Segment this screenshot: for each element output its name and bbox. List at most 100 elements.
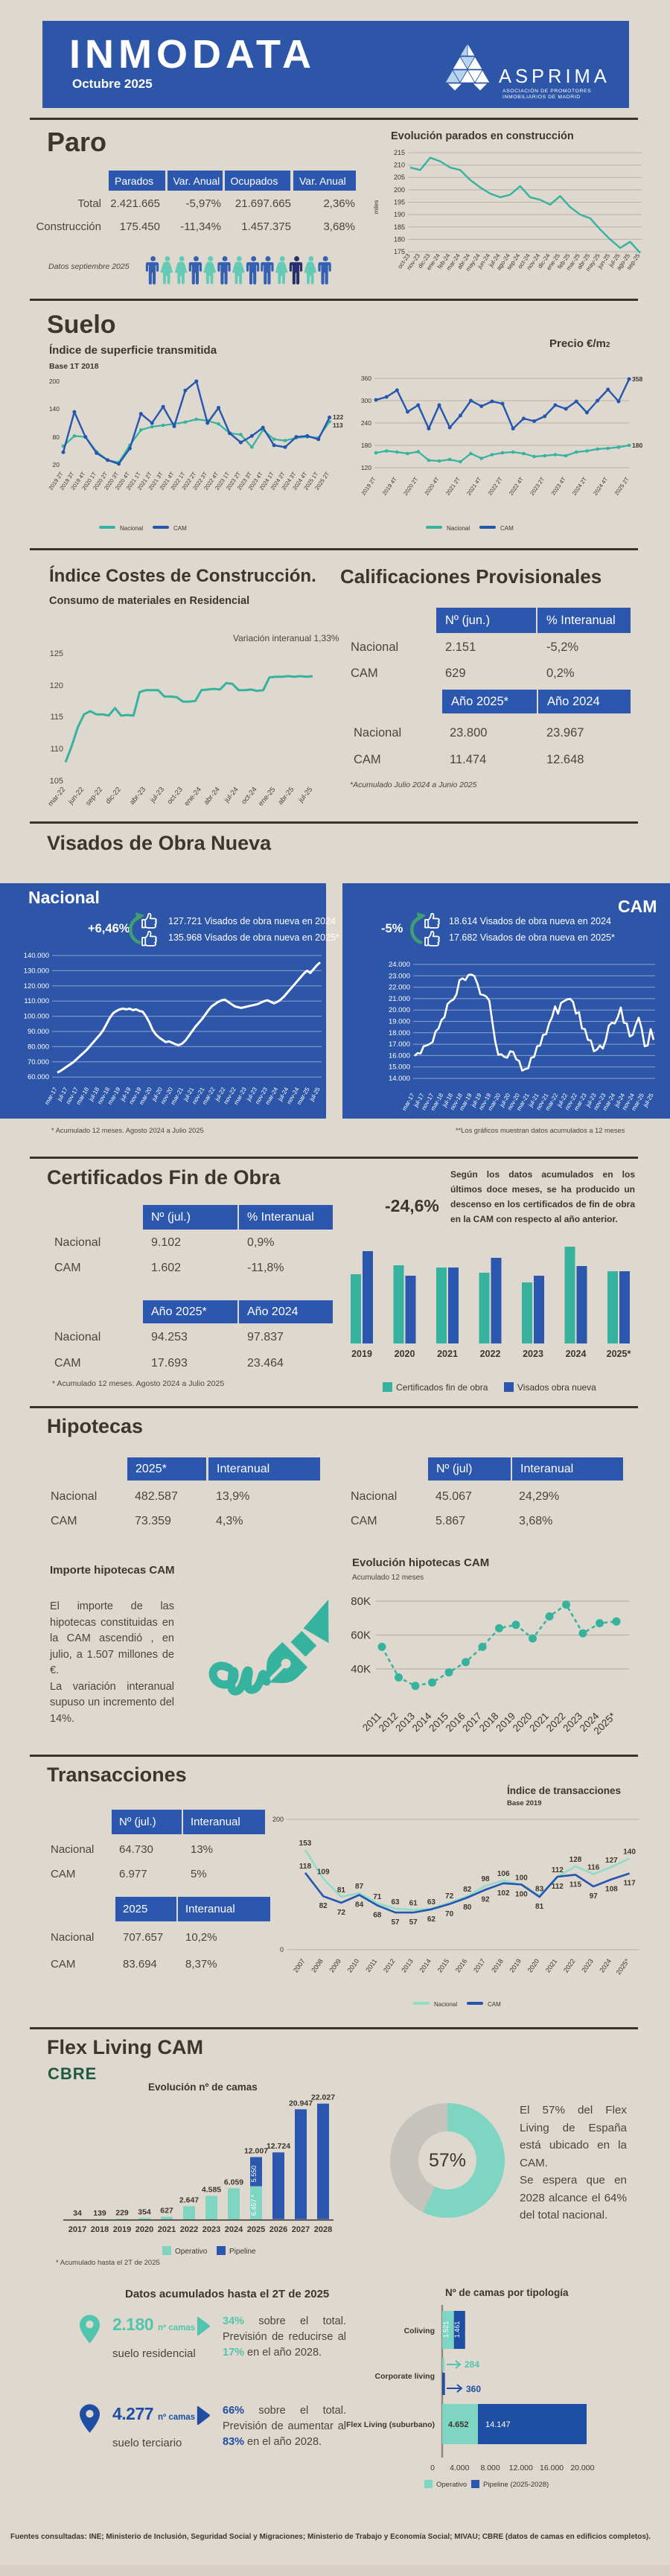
svg-text:2022: 2022 [180,2225,198,2234]
svg-text:15.000: 15.000 [389,1063,410,1072]
svg-text:84: 84 [355,1901,364,1909]
svg-text:80: 80 [463,1904,472,1912]
svg-text:140: 140 [623,1848,636,1857]
svg-text:112: 112 [552,1866,564,1874]
svg-text:229: 229 [115,2208,129,2217]
svg-text:57%: 57% [429,2150,466,2171]
svg-text:115: 115 [50,713,63,722]
svg-text:70: 70 [445,1910,454,1918]
svg-text:2024: 2024 [598,1957,613,1974]
svg-text:110: 110 [50,745,63,754]
svg-text:oct-24: oct-24 [240,786,258,806]
svg-text:240: 240 [361,419,371,427]
svg-text:2021: 2021 [437,1349,458,1359]
svg-text:2008: 2008 [310,1957,325,1974]
svg-text:360: 360 [361,375,371,382]
svg-text:2016: 2016 [454,1957,469,1974]
svg-text:jul-25: jul-25 [642,1092,655,1109]
svg-text:Corporate living: Corporate living [374,2372,435,2381]
svg-text:abr-25: abr-25 [276,786,296,807]
svg-text:Flex Living (suburbano): Flex Living (suburbano) [346,2420,435,2429]
svg-text:83: 83 [535,1885,544,1893]
svg-text:abr-23: abr-23 [128,786,147,807]
svg-text:jul-24: jul-24 [223,786,240,805]
svg-text:2021 4T: 2021 4T [465,476,482,497]
svg-text:116: 116 [587,1864,600,1872]
svg-text:105: 105 [50,777,63,786]
svg-text:2025 2T: 2025 2T [613,476,631,497]
svg-text:92: 92 [481,1896,490,1904]
svg-text:100: 100 [515,1874,528,1883]
svg-text:200: 200 [272,1816,284,1823]
svg-text:Visados obra nueva: Visados obra nueva [517,1382,596,1393]
svg-text:12.000: 12.000 [509,2464,533,2472]
svg-text:63: 63 [427,1898,436,1906]
svg-text:2013: 2013 [400,1957,415,1974]
svg-text:120.000: 120.000 [24,982,49,990]
svg-text:CAM: CAM [500,525,514,532]
svg-text:4.652: 4.652 [448,2420,469,2429]
svg-text:ene-24: ene-24 [182,786,202,808]
svg-text:60.000: 60.000 [28,1073,49,1081]
svg-text:2023 2T: 2023 2T [529,476,546,497]
svg-text:2025: 2025 [247,2225,265,2234]
svg-text:2010: 2010 [346,1957,361,1974]
svg-text:81: 81 [337,1886,346,1895]
svg-text:81: 81 [535,1903,544,1911]
svg-text:122: 122 [333,413,343,421]
svg-text:Nacional: Nacional [120,525,143,532]
svg-text:112: 112 [552,1883,564,1891]
svg-text:360: 360 [466,2384,481,2394]
svg-text:2019: 2019 [508,1957,523,1974]
svg-text:20: 20 [53,461,60,468]
svg-text:2011: 2011 [364,1957,378,1974]
svg-text:2022: 2022 [562,1957,577,1974]
svg-text:98: 98 [481,1875,490,1883]
svg-text:Coliving: Coliving [404,2327,435,2335]
svg-text:140.000: 140.000 [24,952,49,960]
svg-text:2017: 2017 [68,2225,86,2234]
svg-text:97: 97 [590,1892,599,1901]
svg-text:2017: 2017 [472,1957,487,1974]
svg-text:175: 175 [394,248,405,255]
svg-text:180: 180 [394,235,405,243]
svg-text:2026: 2026 [269,2225,287,2234]
svg-text:60K: 60K [351,1629,371,1642]
svg-text:0: 0 [430,2464,435,2472]
svg-text:12.724: 12.724 [267,2142,290,2151]
svg-text:2019: 2019 [113,2225,131,2234]
svg-text:2020: 2020 [526,1957,541,1974]
svg-text:71: 71 [373,1893,382,1901]
svg-text:ene-25: ene-25 [257,786,277,808]
svg-text:627: 627 [160,2207,173,2216]
svg-text:2023 4T: 2023 4T [550,476,567,497]
svg-text:2020: 2020 [395,1349,415,1359]
svg-text:2024: 2024 [566,1349,587,1359]
svg-text:106: 106 [497,1870,510,1878]
svg-text:2022 2T: 2022 2T [486,476,503,497]
svg-text:80K: 80K [351,1595,371,1608]
svg-text:82: 82 [319,1902,328,1910]
svg-text:23.000: 23.000 [389,972,410,980]
svg-text:153: 153 [299,1839,312,1848]
svg-text:jul-23: jul-23 [148,786,166,805]
svg-text:125: 125 [50,649,63,658]
svg-text:87: 87 [355,1883,364,1891]
svg-text:CAM: CAM [488,2001,501,2008]
svg-text:16.000: 16.000 [389,1052,410,1060]
svg-text:Nacional: Nacional [434,2001,457,2008]
svg-text:108: 108 [605,1886,618,1894]
svg-text:113: 113 [333,422,343,429]
svg-text:2023: 2023 [580,1957,595,1974]
svg-text:2025*: 2025* [615,1957,631,1976]
svg-text:2023: 2023 [523,1349,543,1359]
svg-text:mar-22: mar-22 [47,786,68,808]
svg-text:Pipeline (2025-2028): Pipeline (2025-2028) [483,2481,549,2489]
svg-text:100: 100 [515,1891,528,1899]
svg-text:2009: 2009 [328,1957,342,1974]
svg-text:70.000: 70.000 [28,1058,49,1066]
svg-text:117: 117 [624,1880,636,1888]
svg-text:22.027: 22.027 [311,2093,335,2102]
svg-text:57: 57 [391,1918,400,1927]
svg-text:2024 4T: 2024 4T [592,476,609,497]
